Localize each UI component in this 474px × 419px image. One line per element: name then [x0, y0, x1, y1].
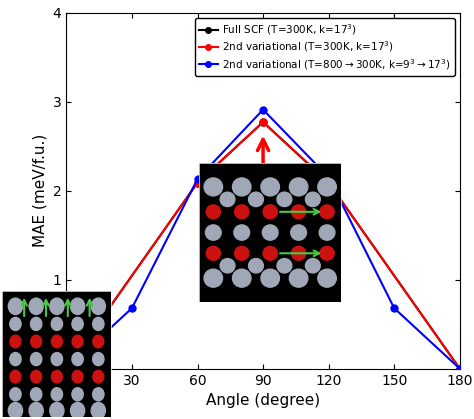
Circle shape — [72, 370, 83, 383]
Circle shape — [91, 298, 105, 314]
Circle shape — [289, 178, 308, 196]
Y-axis label: MAE (meV/f.u.): MAE (meV/f.u.) — [32, 134, 47, 247]
Circle shape — [262, 225, 278, 240]
Circle shape — [51, 352, 63, 366]
Circle shape — [204, 269, 222, 287]
Circle shape — [72, 388, 83, 401]
Circle shape — [220, 192, 235, 207]
Circle shape — [93, 370, 104, 383]
Circle shape — [10, 370, 21, 383]
Circle shape — [72, 352, 83, 366]
Circle shape — [220, 259, 235, 273]
Circle shape — [10, 388, 21, 401]
Circle shape — [71, 298, 85, 314]
Circle shape — [10, 317, 21, 331]
Legend: Full SCF (T=300K, k=17$^3$), 2nd variational (T=300K, k=17$^3$), 2nd variational: Full SCF (T=300K, k=17$^3$), 2nd variati… — [195, 18, 455, 76]
Circle shape — [31, 335, 42, 348]
Circle shape — [71, 402, 85, 419]
Circle shape — [291, 225, 307, 240]
Circle shape — [30, 388, 42, 401]
Circle shape — [248, 259, 264, 273]
Circle shape — [263, 246, 277, 260]
Circle shape — [91, 402, 105, 419]
Circle shape — [30, 317, 42, 331]
Circle shape — [292, 205, 306, 219]
Circle shape — [319, 225, 335, 240]
Circle shape — [50, 402, 64, 419]
Circle shape — [320, 205, 334, 219]
Circle shape — [29, 402, 43, 419]
Circle shape — [318, 269, 336, 287]
Circle shape — [292, 246, 306, 260]
Circle shape — [51, 370, 62, 383]
Circle shape — [235, 205, 249, 219]
Circle shape — [235, 246, 249, 260]
Circle shape — [261, 269, 279, 287]
Circle shape — [51, 388, 63, 401]
Circle shape — [30, 352, 42, 366]
Circle shape — [204, 178, 222, 196]
Circle shape — [289, 269, 308, 287]
X-axis label: Angle (degree): Angle (degree) — [206, 393, 320, 408]
Circle shape — [93, 335, 104, 348]
Circle shape — [29, 298, 43, 314]
Circle shape — [277, 192, 292, 207]
Circle shape — [92, 352, 104, 366]
Circle shape — [9, 298, 23, 314]
Circle shape — [92, 317, 104, 331]
Circle shape — [248, 192, 264, 207]
Circle shape — [305, 259, 320, 273]
Circle shape — [72, 317, 83, 331]
Circle shape — [72, 335, 83, 348]
Circle shape — [10, 352, 21, 366]
Circle shape — [51, 317, 63, 331]
Circle shape — [206, 205, 220, 219]
Circle shape — [205, 225, 221, 240]
Circle shape — [51, 335, 62, 348]
Circle shape — [206, 246, 220, 260]
Circle shape — [9, 402, 23, 419]
Circle shape — [50, 298, 64, 314]
Circle shape — [277, 259, 292, 273]
Circle shape — [10, 335, 21, 348]
Circle shape — [232, 178, 251, 196]
Circle shape — [320, 246, 334, 260]
Circle shape — [31, 370, 42, 383]
Circle shape — [92, 388, 104, 401]
Circle shape — [305, 192, 320, 207]
Circle shape — [318, 178, 336, 196]
Circle shape — [263, 205, 277, 219]
Circle shape — [234, 225, 250, 240]
Circle shape — [232, 269, 251, 287]
Circle shape — [261, 178, 279, 196]
